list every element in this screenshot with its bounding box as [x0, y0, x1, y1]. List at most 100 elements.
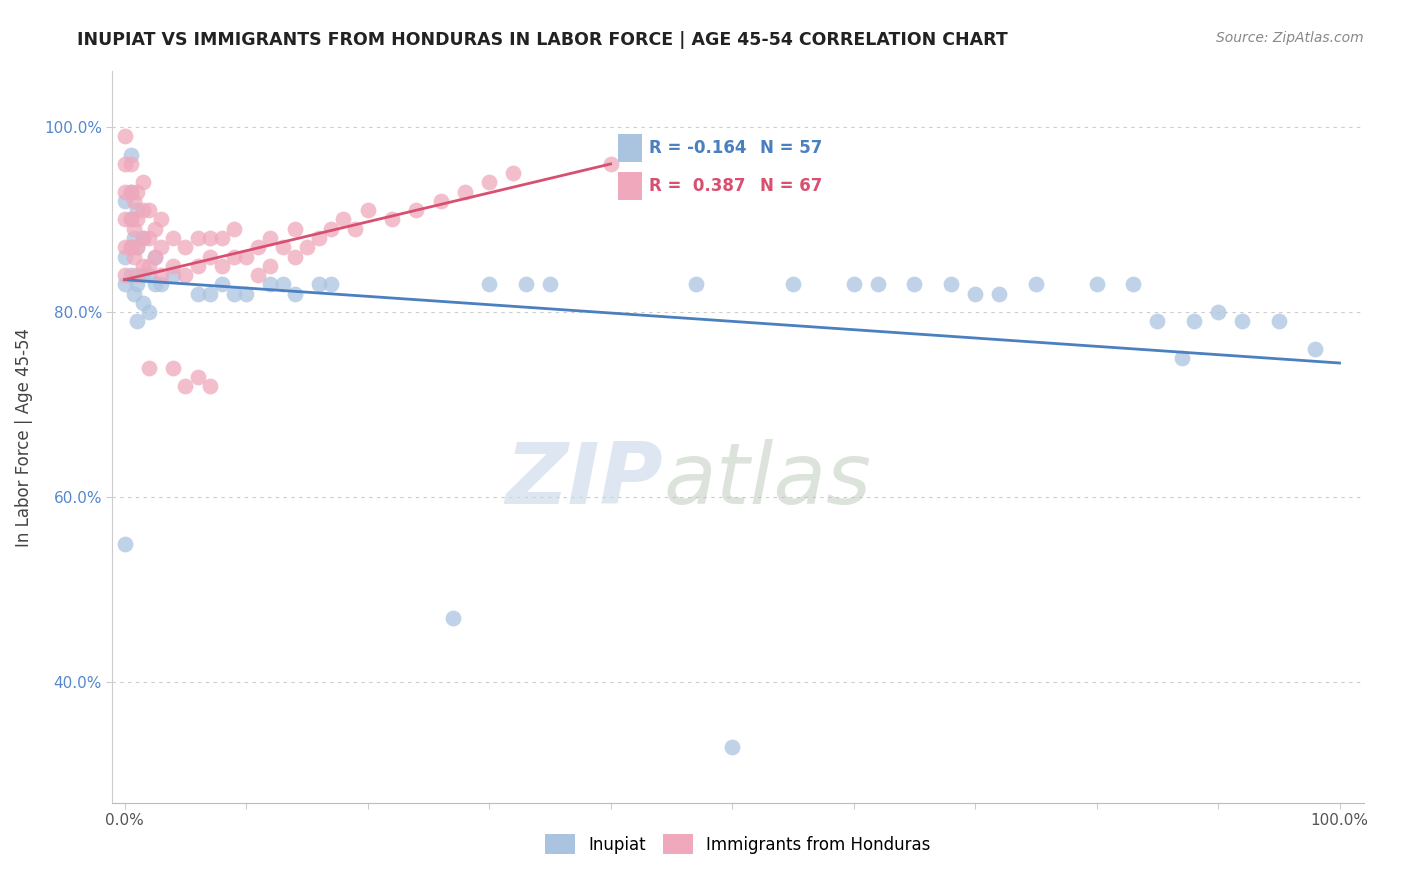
- Point: [308, 231, 330, 245]
- Point: [454, 185, 477, 199]
- Point: [124, 194, 146, 208]
- Point: [138, 360, 160, 375]
- Point: [321, 277, 343, 292]
- Text: N = 67: N = 67: [759, 178, 823, 195]
- Point: [538, 277, 561, 292]
- Point: [1232, 314, 1254, 328]
- Point: [259, 259, 281, 273]
- Point: [132, 268, 155, 282]
- Point: [150, 240, 173, 254]
- Point: [114, 277, 136, 292]
- Point: [125, 268, 148, 282]
- Point: [114, 268, 136, 282]
- Point: [247, 268, 270, 282]
- Point: [138, 259, 160, 273]
- Point: [150, 277, 173, 292]
- Point: [1303, 342, 1326, 356]
- Point: [162, 259, 184, 273]
- Point: [198, 286, 221, 301]
- Point: [124, 221, 146, 235]
- Point: [1182, 314, 1205, 328]
- Bar: [619, 172, 643, 201]
- Point: [125, 277, 148, 292]
- Text: atlas: atlas: [664, 440, 872, 523]
- Text: ZIP: ZIP: [505, 440, 664, 523]
- Point: [132, 231, 155, 245]
- Point: [120, 212, 142, 227]
- Point: [174, 268, 197, 282]
- Point: [903, 277, 925, 292]
- Point: [114, 157, 136, 171]
- Point: [150, 268, 173, 282]
- Point: [125, 314, 148, 328]
- Point: [271, 277, 294, 292]
- Point: [259, 231, 281, 245]
- Point: [186, 231, 208, 245]
- Point: [124, 286, 146, 301]
- Point: [138, 268, 160, 282]
- Point: [162, 231, 184, 245]
- Point: [222, 250, 245, 264]
- Text: N = 57: N = 57: [759, 139, 823, 157]
- Point: [132, 231, 155, 245]
- Point: [988, 286, 1011, 301]
- Point: [120, 157, 142, 171]
- Point: [295, 240, 318, 254]
- Point: [939, 277, 962, 292]
- Point: [132, 259, 155, 273]
- Point: [114, 250, 136, 264]
- Point: [356, 203, 378, 218]
- Point: [138, 231, 160, 245]
- Point: [143, 221, 166, 235]
- Point: [1170, 351, 1192, 366]
- Point: [441, 610, 464, 624]
- Point: [211, 259, 233, 273]
- Point: [866, 277, 889, 292]
- Point: [259, 277, 281, 292]
- Point: [162, 360, 184, 375]
- Point: [150, 212, 173, 227]
- Point: [198, 250, 221, 264]
- Point: [125, 240, 148, 254]
- Point: [114, 536, 136, 550]
- Point: [143, 250, 166, 264]
- Point: [125, 185, 148, 199]
- Point: [114, 194, 136, 208]
- Point: [186, 286, 208, 301]
- Point: [332, 212, 354, 227]
- Legend: Inupiat, Immigrants from Honduras: Inupiat, Immigrants from Honduras: [538, 828, 938, 860]
- Point: [186, 370, 208, 384]
- Text: Source: ZipAtlas.com: Source: ZipAtlas.com: [1216, 31, 1364, 45]
- Point: [782, 277, 804, 292]
- Point: [1206, 305, 1229, 319]
- Point: [842, 277, 865, 292]
- Point: [235, 250, 257, 264]
- Point: [132, 295, 155, 310]
- Point: [186, 259, 208, 273]
- Point: [120, 240, 142, 254]
- Point: [143, 277, 166, 292]
- Point: [271, 240, 294, 254]
- Point: [685, 277, 707, 292]
- Point: [284, 221, 307, 235]
- Point: [963, 286, 986, 301]
- Text: R = -0.164: R = -0.164: [648, 139, 747, 157]
- Point: [478, 277, 501, 292]
- Point: [125, 203, 148, 218]
- Point: [1268, 314, 1291, 328]
- Point: [222, 286, 245, 301]
- Point: [1122, 277, 1144, 292]
- Point: [344, 221, 367, 235]
- Point: [502, 166, 524, 180]
- Point: [211, 231, 233, 245]
- Point: [174, 240, 197, 254]
- Point: [429, 194, 451, 208]
- Text: R =  0.387: R = 0.387: [648, 178, 745, 195]
- Point: [198, 379, 221, 393]
- Point: [198, 231, 221, 245]
- Point: [211, 277, 233, 292]
- Point: [138, 203, 160, 218]
- Point: [321, 221, 343, 235]
- Point: [120, 185, 142, 199]
- Point: [125, 212, 148, 227]
